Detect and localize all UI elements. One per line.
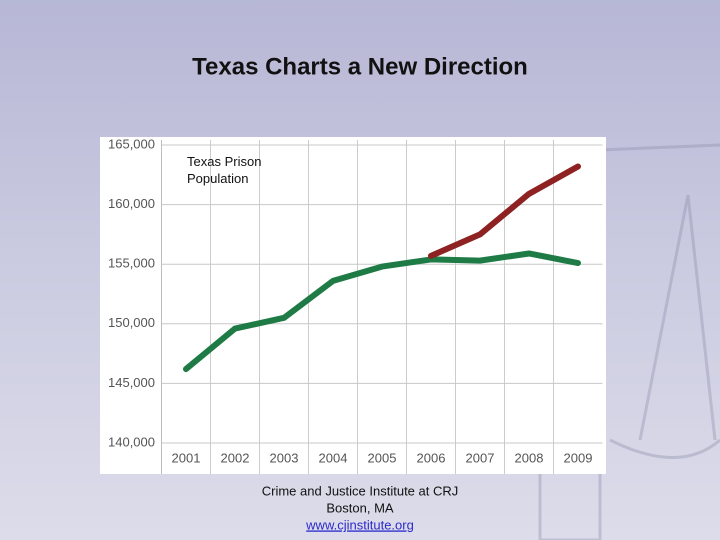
x-tick-label: 2002 <box>221 450 250 465</box>
x-tick-label: 2003 <box>270 450 299 465</box>
y-tick-label: 145,000 <box>108 375 155 390</box>
y-tick-label: 140,000 <box>108 434 155 449</box>
y-tick-label: 160,000 <box>108 196 155 211</box>
x-tick-label: 2008 <box>515 450 544 465</box>
y-tick-label: 150,000 <box>108 315 155 330</box>
y-tick-label: 155,000 <box>108 256 155 271</box>
annotation: Texas Prison Population <box>187 154 262 186</box>
chart-area <box>100 137 606 474</box>
x-tick-label: 2005 <box>368 450 397 465</box>
chart-title: Texas Charts a New Direction <box>192 53 528 80</box>
scales-decoration <box>538 143 720 540</box>
footer-organization: Crime and Justice Institute at CRJ <box>262 483 459 498</box>
series-line <box>183 250 581 373</box>
y-tick-label: 165,000 <box>108 136 155 151</box>
x-tick-label: 2006 <box>417 450 446 465</box>
x-tick-label: 2004 <box>319 450 348 465</box>
footer-link[interactable]: www.cjinstitute.org <box>305 517 414 532</box>
x-tick-label: 2009 <box>564 450 593 465</box>
footer-location: Boston, MA <box>326 500 394 515</box>
series-line <box>428 163 581 259</box>
x-tick-label: 2007 <box>466 450 495 465</box>
x-tick-label: 2001 <box>172 450 201 465</box>
